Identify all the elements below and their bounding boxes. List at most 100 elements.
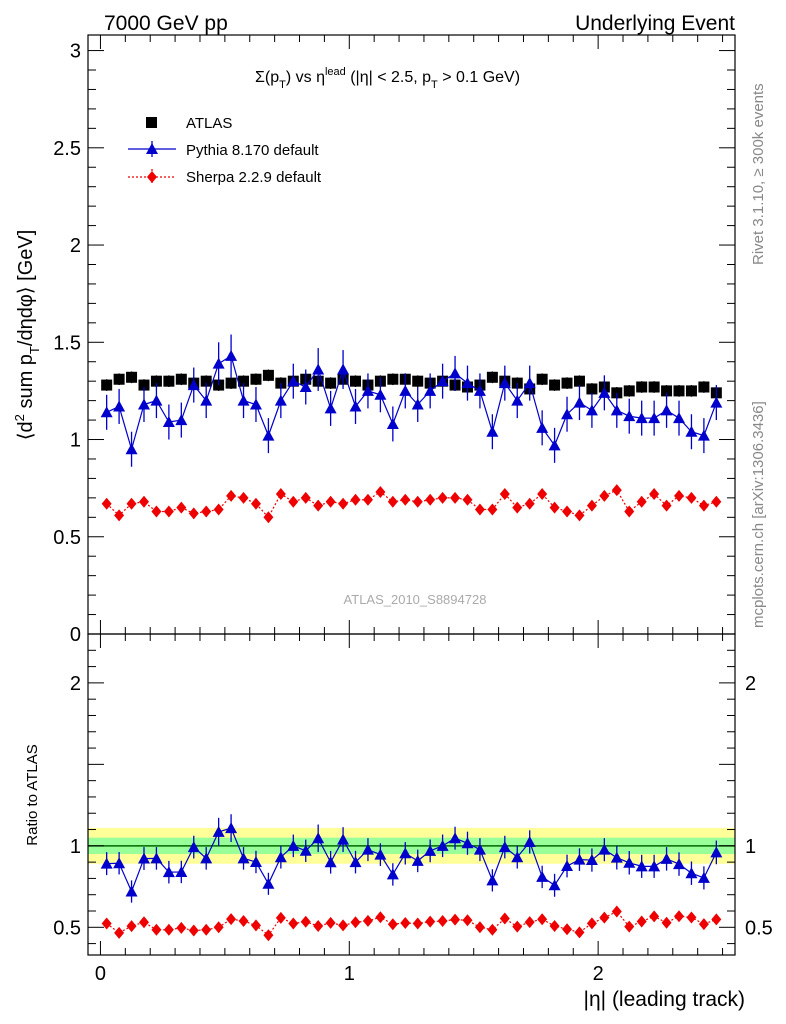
point-pythia [361,384,374,396]
point-pythia [585,404,598,416]
point-sherpa [288,495,299,508]
point-atlas [138,379,150,391]
legend-pythia-marker [146,143,158,154]
point-atlas [200,375,212,387]
point-sherpa [375,486,386,499]
ratio-point-sherpa [238,915,249,928]
legend-item-sherpa: Sherpa 2.2.9 default [128,169,322,186]
ratio-point-pythia [287,839,300,851]
ratio-point-pythia [187,841,200,853]
ratio-point-sherpa [226,913,237,926]
point-sherpa [188,507,199,520]
ratio-point-sherpa [537,913,548,926]
ratio-point-pythia [162,866,175,878]
point-pythia [287,375,300,387]
ratio-point-sherpa [325,916,336,929]
point-atlas [561,377,573,389]
ratio-y-tick-label-right: 0.5 [745,917,773,939]
point-sherpa [524,497,535,510]
ratio-point-sherpa [412,917,423,930]
point-sherpa [101,497,112,510]
ratio-y-axis-label: Ratio to ATLAS [24,744,41,845]
point-sherpa [213,503,224,516]
ratio-point-sherpa [151,923,162,936]
point-sherpa [263,511,274,524]
point-sherpa [711,495,722,508]
series-line-pythia [106,354,717,452]
point-pythia [411,398,424,410]
plot-title: Σ(pT) vs ηlead (|η| < 2.5, pT > 0.1 GeV) [255,66,520,91]
point-pythia [225,349,238,361]
ratio-point-pythia [361,843,374,855]
main-y-tick-label: 2 [70,235,81,257]
ratio-point-pythia [710,846,723,858]
ratio-y-tick-label-right: 1 [745,836,756,858]
legend-sherpa-marker [147,171,157,183]
point-pythia [312,363,325,375]
x-axis-label: |η| (leading track) [584,988,745,1011]
main-y-tick-label: 2.5 [53,138,81,160]
ratio-point-pythia [100,857,113,869]
point-pythia [436,375,449,387]
point-atlas [549,379,561,391]
ratio-y-tick-label-right: 2 [745,673,756,695]
ratio-point-sherpa [288,917,299,930]
ratio-point-pythia [349,856,362,868]
point-pythia [399,384,412,396]
point-pythia [324,402,337,414]
point-sherpa [151,505,162,518]
ratio-point-sherpa [213,921,224,934]
point-atlas [673,385,685,397]
point-sherpa [474,503,485,516]
point-atlas [636,381,648,393]
ratio-point-sherpa [176,921,187,934]
point-pythia [200,394,213,406]
point-sherpa [499,487,510,500]
point-sherpa [599,489,610,502]
axes-ticks [88,35,735,955]
point-pythia [511,394,524,406]
ratio-point-sherpa [437,915,448,928]
point-pythia [374,388,387,400]
ratio-point-sherpa [275,911,286,924]
legend-item-atlas: ATLAS [146,115,232,132]
point-pythia [187,379,200,391]
point-pythia [449,367,462,379]
point-atlas [262,369,274,381]
ratio-point-sherpa [114,926,125,939]
ratio-point-sherpa [512,920,523,933]
point-sherpa [387,495,398,508]
point-atlas [350,375,362,387]
analysis-watermark: ATLAS_2010_S8894728 [344,592,487,607]
ratio-point-sherpa [586,917,597,930]
x-tick-label: 1 [344,963,355,985]
ratio-point-sherpa [674,910,685,923]
ratio-point-sherpa [138,916,149,929]
point-sherpa [636,495,647,508]
x-tick-label: 2 [593,963,604,985]
ratio-point-sherpa [474,921,485,934]
ratio-point-pythia [150,852,163,864]
point-sherpa [624,505,635,518]
point-pythia [498,377,511,389]
ratio-point-sherpa [425,915,436,928]
ratio-point-pythia [324,856,337,868]
point-sherpa [325,495,336,508]
point-sherpa [562,505,573,518]
mcplots-text: mcplots.cern.ch [arXiv:1306.3436] [750,401,767,628]
ratio-point-pythia [673,858,686,870]
ratio-point-sherpa [711,913,722,926]
header-right: Underlying Event [575,12,735,35]
ratio-point-pythia [237,852,250,864]
point-pythia [237,394,250,406]
point-atlas [113,373,125,385]
point-sherpa [674,489,685,502]
ratio-point-pythia [548,879,561,891]
point-sherpa [549,501,560,514]
point-sherpa [450,491,461,504]
legend-atlas-label: ATLAS [186,115,232,132]
point-sherpa [574,509,585,522]
ratio-series-pythia [100,814,723,903]
ratio-point-sherpa [362,914,373,927]
